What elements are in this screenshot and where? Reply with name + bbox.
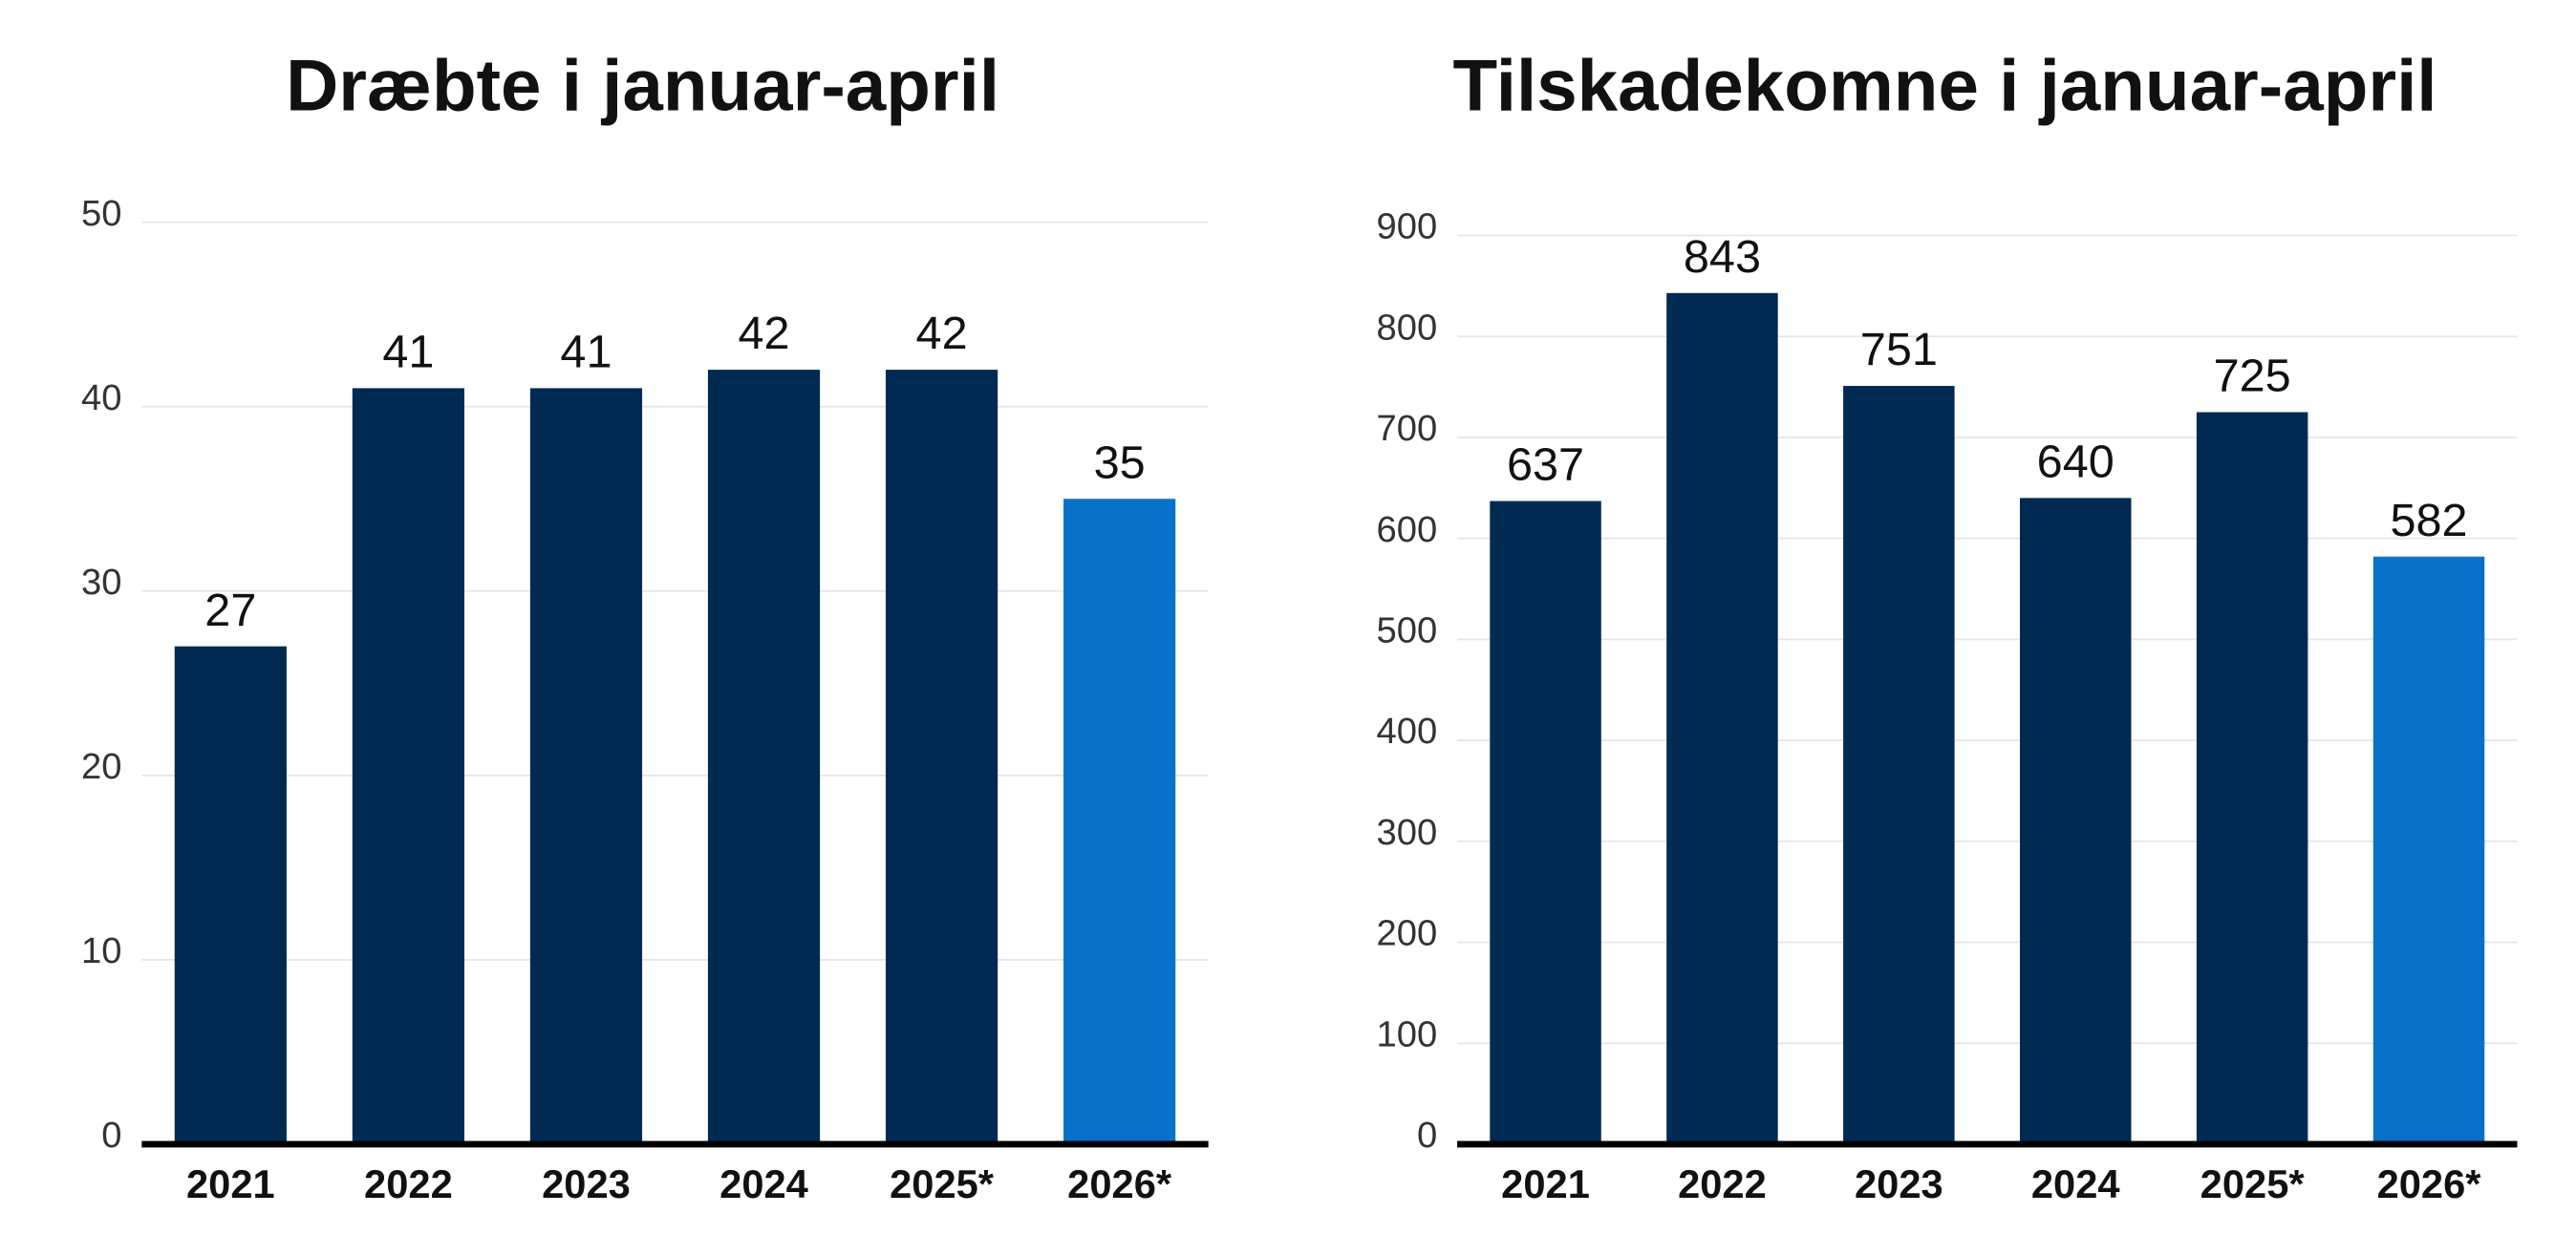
- bar: [1666, 292, 1778, 1144]
- value-label: 41: [560, 327, 612, 378]
- y-tick-label: 700: [1377, 408, 1438, 449]
- y-tick-label: 300: [1377, 812, 1438, 853]
- y-tick-label: 200: [1377, 913, 1438, 954]
- bar: [2019, 498, 2132, 1144]
- y-tick-label: 10: [81, 930, 121, 971]
- x-tick-label: 2021: [1501, 1161, 1590, 1206]
- y-tick-label: 0: [1417, 1115, 1437, 1156]
- x-tick-label: 2022: [364, 1161, 453, 1206]
- bar: [2196, 412, 2308, 1144]
- y-tick-label: 900: [1377, 206, 1438, 247]
- x-tick-label: 2021: [186, 1161, 275, 1206]
- bar: [174, 646, 287, 1144]
- bar: [529, 388, 643, 1144]
- x-tick-label: 2024: [2031, 1161, 2120, 1206]
- y-tick-label: 50: [81, 193, 121, 234]
- bar: [1843, 386, 1955, 1144]
- value-label: 751: [1860, 324, 1938, 375]
- value-label: 725: [2214, 351, 2291, 402]
- y-tick-label: 20: [81, 746, 121, 787]
- y-tick-label: 800: [1377, 307, 1438, 348]
- x-tick-label: 2026*: [2377, 1161, 2482, 1206]
- x-tick-label: 2022: [1678, 1161, 1767, 1206]
- value-label: 640: [2037, 437, 2114, 488]
- value-label: 42: [738, 308, 789, 359]
- y-tick-label: 100: [1377, 1013, 1438, 1055]
- y-tick-label: 500: [1377, 610, 1438, 651]
- y-tick-label: 30: [81, 562, 121, 603]
- bar: [1490, 501, 1601, 1144]
- y-tick-label: 0: [101, 1115, 121, 1156]
- bar: [1063, 499, 1176, 1144]
- chart-title: Dræbte i januar-april: [286, 46, 999, 127]
- bar: [885, 370, 998, 1144]
- value-label: 637: [1507, 439, 1584, 491]
- value-label: 41: [382, 327, 434, 378]
- x-tick-label: 2023: [542, 1161, 631, 1206]
- value-label: 582: [2390, 495, 2467, 546]
- x-tick-label: 2025*: [2200, 1161, 2306, 1206]
- value-label: 42: [916, 308, 968, 359]
- chart-title: Tilskadekomne i januar-april: [1452, 46, 2436, 127]
- bar: [352, 388, 465, 1144]
- bar: [2372, 556, 2485, 1144]
- value-label: 35: [1094, 437, 1146, 488]
- value-label: 27: [204, 585, 256, 636]
- bar: [707, 370, 821, 1144]
- x-tick-label: 2024: [719, 1161, 808, 1206]
- x-tick-label: 2025*: [890, 1161, 995, 1206]
- y-tick-label: 40: [81, 377, 121, 418]
- x-tick-label: 2023: [1855, 1161, 1943, 1206]
- y-tick-label: 400: [1377, 711, 1438, 752]
- x-tick-label: 2026*: [1067, 1161, 1172, 1206]
- value-label: 843: [1684, 231, 1761, 283]
- y-tick-label: 600: [1377, 509, 1438, 550]
